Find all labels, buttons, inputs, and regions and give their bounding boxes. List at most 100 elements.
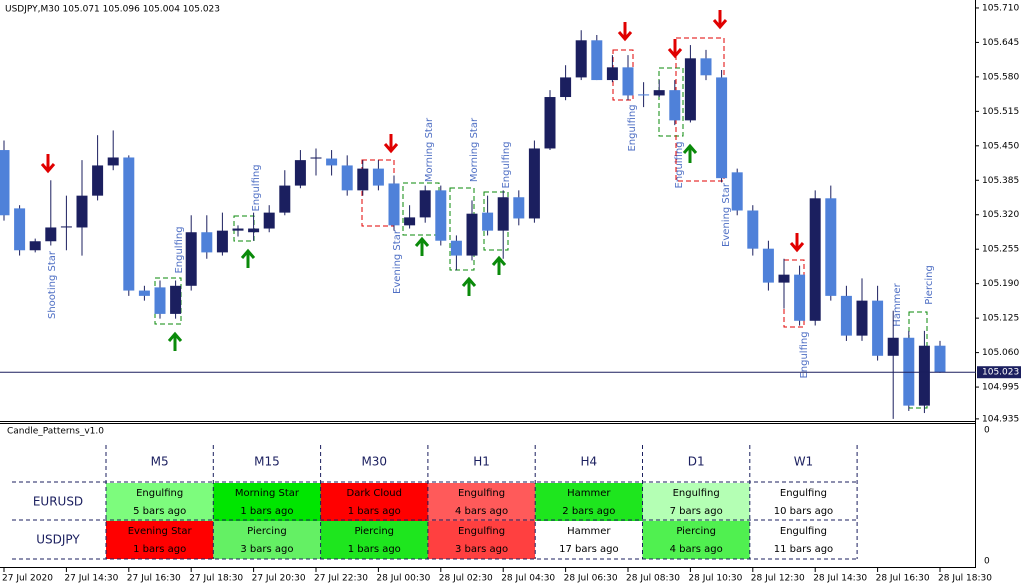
x-tick-label: 28 Jul 16:30 (876, 574, 930, 584)
pattern-label: Hammer (892, 282, 903, 326)
y-tick-label: 105.190 (982, 279, 1019, 289)
cell-bg (106, 521, 214, 559)
panel-scale: 0 (984, 557, 990, 567)
candle-body (934, 345, 946, 373)
cell-pattern: Hammer (567, 526, 611, 537)
candle-body (0, 150, 10, 216)
candle-body (513, 197, 525, 219)
candle-body (856, 300, 868, 336)
x-tick-label: 27 Jul 22:30 (314, 574, 368, 584)
candle-body (747, 210, 759, 249)
bracket (675, 37, 725, 182)
candle-body (684, 58, 696, 121)
candle-body (435, 190, 447, 241)
candle-body (404, 217, 416, 226)
candle-body (716, 77, 728, 179)
candle-body (216, 230, 228, 253)
x-tick-label: 27 Jul 2020 (2, 574, 53, 584)
candle-body (778, 274, 790, 283)
cell-age: 1 bars ago (348, 544, 401, 555)
x-tick-label: 28 Jul 00:30 (376, 574, 430, 584)
y-tick-label: 104.935 (982, 414, 1019, 424)
cell-bg (642, 483, 750, 521)
candle-body (170, 285, 182, 314)
y-tick-label: 105.255 (982, 245, 1019, 255)
y-tick-label: 105.385 (982, 176, 1019, 186)
x-tick-label: 28 Jul 18:30 (938, 574, 992, 584)
cell-bg (427, 521, 536, 559)
cell-bg (320, 483, 428, 521)
candle-body (60, 226, 72, 228)
candle-body (123, 157, 135, 291)
candle-body (92, 165, 104, 196)
row-symbol: USDJPY (36, 533, 80, 547)
cell-age: 1 bars ago (133, 544, 186, 555)
panel-title: Candle_Patterns_v1.0 (7, 427, 104, 437)
cell-pattern: Evening Star (128, 526, 193, 537)
candle-body (14, 208, 26, 251)
x-tick-label: 27 Jul 16:30 (127, 574, 181, 584)
candle-body (185, 232, 197, 286)
cell-age: 1 bars ago (240, 506, 293, 517)
cell-bg (642, 521, 750, 559)
candle-body (357, 168, 369, 191)
candle-body (918, 345, 930, 406)
down-arrow (617, 22, 633, 42)
y-tick-label: 105.710 (982, 3, 1019, 13)
chart-title: USDJPY,M30 105.071 105.096 105.004 105.0… (5, 5, 220, 15)
cell-age: 11 bars ago (774, 544, 833, 555)
pattern-label: Engulfing (174, 226, 185, 273)
signal-arrows (40, 10, 805, 351)
cell-bg (213, 483, 321, 521)
candle-body (700, 58, 712, 76)
y-tick-label: 105.580 (982, 72, 1019, 82)
x-tick-label: 28 Jul 10:30 (688, 574, 742, 584)
candle-body (45, 227, 57, 242)
row-symbol: EURUSD (33, 495, 83, 509)
candle-body (809, 198, 821, 321)
candle-body (138, 290, 150, 296)
bracket (658, 67, 684, 137)
candle-body (638, 94, 650, 96)
cell-pattern: Engulfing (458, 488, 505, 499)
x-tick-label: 27 Jul 14:30 (64, 574, 118, 584)
pattern-label: Evening Star (392, 229, 403, 294)
down-arrow (383, 134, 399, 154)
cell-age: 17 bars ago (559, 544, 618, 555)
y-tick-label: 105.060 (982, 348, 1019, 358)
down-arrow (40, 154, 56, 174)
column-header: H4 (581, 455, 598, 469)
x-tick-label: 28 Jul 08:30 (626, 574, 680, 584)
column-header: D1 (688, 455, 705, 469)
price-label: 105.023 (982, 368, 1019, 378)
cell-bg (213, 521, 321, 559)
cell-pattern: Engulfing (780, 526, 827, 537)
candle-body (466, 213, 478, 256)
candle-body (794, 274, 806, 321)
column-header: M30 (361, 455, 387, 469)
candle-body (887, 337, 899, 356)
candle-body (372, 168, 384, 186)
candle-body (825, 198, 837, 296)
column-header: H1 (473, 455, 490, 469)
candle-body (450, 240, 462, 256)
pattern-label: Morning Star (424, 117, 435, 182)
candle-body (591, 40, 603, 81)
pattern-label: Morning Star (469, 117, 480, 182)
candle-body (903, 337, 915, 406)
cell-age: 3 bars ago (240, 544, 293, 555)
candle-body (622, 67, 634, 96)
candle-body (248, 228, 260, 233)
candle-body (669, 90, 681, 121)
candle-body (279, 185, 291, 213)
x-tick-label: 28 Jul 12:30 (751, 574, 805, 584)
candle-body (201, 232, 213, 253)
x-tick-label: 27 Jul 18:30 (189, 574, 243, 584)
pattern-label: Engulfing (251, 164, 262, 211)
cell-bg (535, 483, 643, 521)
bracket (402, 182, 440, 236)
up-arrow (461, 276, 477, 296)
cell-age: 2 bars ago (562, 506, 615, 517)
x-tick-label: 27 Jul 20:30 (252, 574, 306, 584)
y-tick-label: 105.320 (982, 210, 1019, 220)
